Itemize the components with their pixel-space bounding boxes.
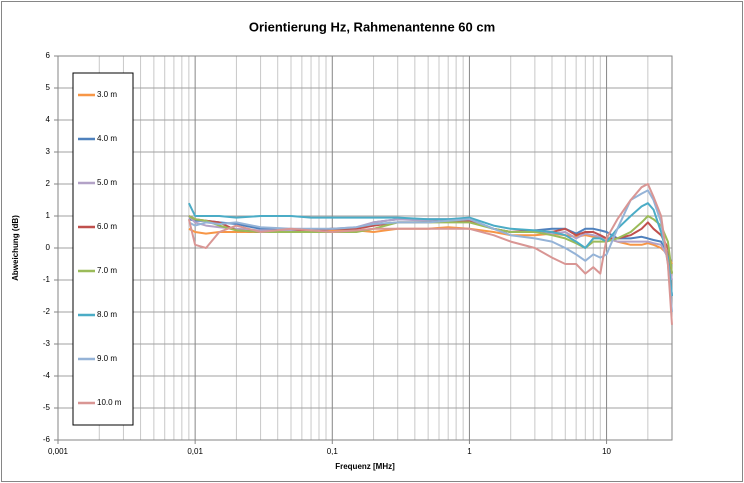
y-tick-label: -4 — [43, 371, 51, 380]
x-tick-label: 1 — [467, 447, 472, 456]
legend-label: 9.0 m — [97, 354, 117, 363]
legend-label: 7.0 m — [97, 266, 117, 275]
series-line — [188, 189, 673, 313]
y-tick-label: 5 — [46, 83, 51, 92]
y-tick-label: 2 — [46, 179, 51, 188]
y-tick-label: 1 — [46, 211, 51, 220]
legend-label: 6.0 m — [97, 222, 117, 231]
y-tick-label: 3 — [46, 147, 51, 156]
x-tick-label: 0,1 — [327, 447, 339, 456]
plot-border — [57, 55, 673, 441]
y-axis-label: Abweichung (dB) — [11, 215, 20, 281]
x-tick-label: 0,001 — [48, 447, 69, 456]
y-tick-label: 4 — [46, 115, 51, 124]
series-line — [188, 215, 673, 274]
legend-label: 5.0 m — [97, 178, 117, 187]
x-tick-label: 0,01 — [187, 447, 203, 456]
y-tick-label: 6 — [46, 51, 51, 60]
x-tick-label: 10 — [602, 447, 611, 456]
legend — [72, 72, 134, 426]
series-line — [187, 183, 673, 325]
y-tick-label: -5 — [43, 403, 51, 412]
x-axis-label: Frequenz [MHz] — [335, 462, 395, 471]
chart-title: Orientierung Hz, Rahmenantenne 60 cm — [249, 19, 495, 34]
series-line — [188, 202, 673, 297]
legend-label: 3.0 m — [97, 90, 117, 99]
legend-label: 8.0 m — [97, 310, 117, 319]
y-tick-label: -1 — [43, 275, 51, 284]
legend-label: 4.0 m — [97, 134, 117, 143]
legend-label: 10.0 m — [97, 398, 122, 407]
y-tick-label: -3 — [43, 339, 51, 348]
y-tick-label: -2 — [43, 307, 51, 316]
y-tick-label: -6 — [43, 435, 51, 444]
y-tick-label: 0 — [46, 243, 51, 252]
